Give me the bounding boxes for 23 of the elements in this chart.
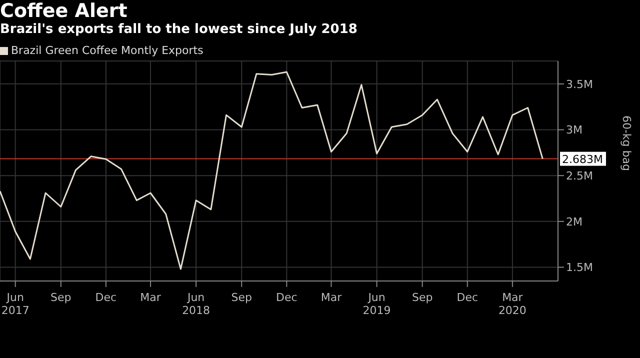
x-tick-label: Mar [320,291,342,304]
y-tick-label: 3.5M [566,78,593,91]
y-tick-label: 2.5M [566,169,593,182]
x-tick-label: Dec [95,291,117,304]
x-tick-label: Dec [456,291,478,304]
y-tick-label: 2M [566,215,582,228]
x-tick-label: Mar [140,291,162,304]
x-tick-label: Dec [276,291,298,304]
x-tick-label: Sep [412,291,433,304]
y-tick-label: 1.5M [566,261,593,274]
x-tick-label: Sep [50,291,72,304]
chart-title: Coffee Alert [0,0,128,22]
y-tick-label: 3M [566,124,582,137]
y-axis-title: 60-kg bag [620,115,634,171]
x-tick-label: Jun 2017 [1,291,30,317]
x-tick-label: Jun 2018 [182,291,210,317]
line-series [0,71,544,270]
x-tick-label: Sep [231,291,252,304]
x-tick-label: Jun 2019 [362,291,391,317]
ref-line-label: 2.683M [562,152,603,166]
x-tick-label: Mar 2020 [498,291,526,317]
legend-label: Brazil Green Coffee Montly Exports [10,44,204,57]
chart-subtitle: Brazil's exports fall to the lowest since July 2018 [0,22,358,38]
